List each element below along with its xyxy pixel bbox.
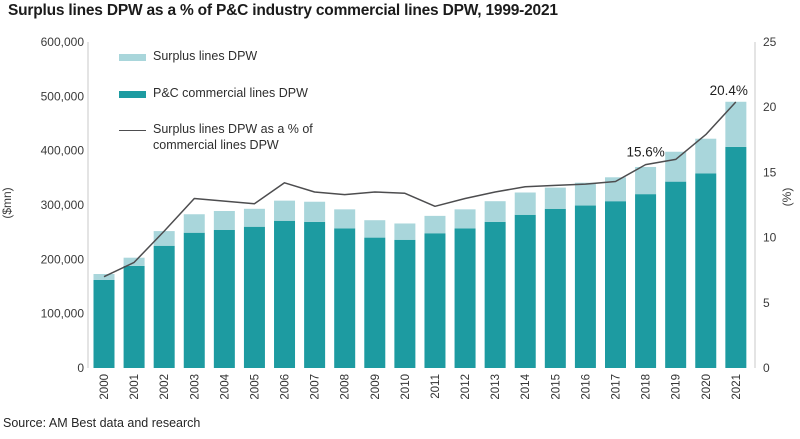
right-axis-tick: 5 bbox=[763, 296, 770, 310]
x-axis-label-2005: 2005 bbox=[249, 374, 261, 400]
bar-segment-surplus-2005 bbox=[243, 208, 265, 227]
legend-label-surplus: Surplus lines DPW bbox=[153, 49, 258, 63]
bar-segment-commercial-2019 bbox=[665, 181, 687, 368]
right-axis-tick: 10 bbox=[763, 231, 777, 245]
bar-segment-surplus-2017 bbox=[605, 177, 626, 202]
source-note: Source: AM Best data and research bbox=[3, 416, 201, 430]
bar-segment-commercial-2021 bbox=[725, 146, 747, 368]
left-axis-unit-label: ($mn) bbox=[0, 187, 14, 218]
bar-segment-commercial-2000 bbox=[93, 279, 115, 368]
x-axis-label-2009: 2009 bbox=[370, 374, 382, 400]
bar-segment-surplus-2013 bbox=[484, 201, 506, 222]
x-axis-label-2000: 2000 bbox=[99, 374, 111, 400]
bar-segment-commercial-2010 bbox=[394, 239, 416, 368]
bar-segment-surplus-2006 bbox=[274, 200, 296, 221]
bar-segment-commercial-2004 bbox=[213, 229, 235, 368]
annotation-2021: 20.4% bbox=[710, 83, 748, 98]
x-axis-label-2015: 2015 bbox=[550, 374, 562, 400]
right-axis-tick: 0 bbox=[763, 361, 770, 375]
legend-item-commercial: P&C commercial lines DPW bbox=[119, 86, 343, 102]
bar-segment-commercial-2009 bbox=[364, 237, 386, 368]
annotation-2018: 15.6% bbox=[626, 145, 664, 160]
bar-segment-commercial-2015 bbox=[544, 208, 566, 368]
x-axis-label-2001: 2001 bbox=[129, 374, 141, 400]
x-axis-label-2021: 2021 bbox=[731, 374, 743, 400]
bar-segment-surplus-2000 bbox=[93, 274, 115, 280]
bar-segment-commercial-2012 bbox=[454, 228, 476, 368]
x-axis-label-2007: 2007 bbox=[310, 374, 322, 400]
x-axis-label-2003: 2003 bbox=[189, 374, 201, 400]
bar-segment-surplus-2014 bbox=[514, 192, 536, 215]
commercial-swatch-icon bbox=[119, 90, 146, 98]
bars-group bbox=[93, 101, 747, 368]
bar-segment-surplus-2004 bbox=[213, 210, 235, 230]
bar-segment-surplus-2010 bbox=[394, 223, 416, 240]
bar-segment-commercial-2011 bbox=[424, 233, 446, 368]
bar-segment-commercial-2002 bbox=[153, 245, 175, 368]
left-axis-tick: 500,000 bbox=[41, 89, 85, 103]
x-axis-label-2012: 2012 bbox=[460, 374, 472, 400]
right-axis-tick: 25 bbox=[763, 35, 777, 49]
bar-segment-surplus-2003 bbox=[183, 214, 205, 233]
ratio-line-swatch-icon bbox=[119, 130, 146, 131]
bar-segment-commercial-2005 bbox=[243, 226, 265, 368]
right-axis-tick: 20 bbox=[763, 100, 777, 114]
right-axis-unit-label: (%) bbox=[780, 188, 794, 207]
bar-segment-surplus-2008 bbox=[334, 209, 356, 229]
chart-title: Surplus lines DPW as a % of P&C industry… bbox=[8, 2, 558, 19]
bar-segment-surplus-2019 bbox=[665, 151, 687, 182]
legend-item-ratio-line: Surplus lines DPW as a % of commercial l… bbox=[119, 122, 343, 153]
legend-item-surplus: Surplus lines DPW bbox=[119, 49, 343, 65]
legend-label-commercial: P&C commercial lines DPW bbox=[153, 85, 308, 100]
bar-segment-commercial-2014 bbox=[514, 214, 536, 368]
x-axis-label-2011: 2011 bbox=[430, 374, 442, 399]
surplus-swatch-icon bbox=[119, 54, 146, 61]
bar-segment-commercial-2020 bbox=[695, 173, 717, 368]
x-axis-label-2002: 2002 bbox=[159, 374, 171, 400]
bar-segment-commercial-2013 bbox=[484, 221, 506, 368]
left-axis-tick: 600,000 bbox=[41, 35, 85, 49]
bar-segment-commercial-2016 bbox=[574, 205, 596, 368]
bar-segment-surplus-2011 bbox=[424, 215, 446, 234]
x-axis-label-2017: 2017 bbox=[611, 374, 623, 400]
bar-segment-surplus-2007 bbox=[304, 201, 326, 222]
x-axis-label-2020: 2020 bbox=[701, 374, 713, 400]
bar-segment-surplus-2002 bbox=[153, 231, 175, 246]
x-axis-label-2016: 2016 bbox=[580, 374, 592, 400]
x-axis-label-2014: 2014 bbox=[520, 373, 532, 399]
bar-segment-surplus-2012 bbox=[454, 209, 476, 229]
x-axis-label-2010: 2010 bbox=[400, 374, 412, 400]
right-axis-tick: 15 bbox=[763, 165, 777, 179]
bar-segment-commercial-2008 bbox=[334, 228, 356, 368]
x-axis-label-2019: 2019 bbox=[671, 374, 683, 400]
left-axis-tick: 100,000 bbox=[41, 307, 85, 321]
bar-segment-surplus-2018 bbox=[635, 166, 657, 195]
left-axis-tick: 200,000 bbox=[41, 252, 85, 266]
ratio-line bbox=[103, 101, 737, 278]
left-axis-tick: 0 bbox=[77, 361, 84, 375]
bar-segment-surplus-2020 bbox=[695, 138, 717, 174]
bar-segment-commercial-2003 bbox=[183, 232, 205, 368]
left-axis-tick: 300,000 bbox=[41, 198, 85, 212]
bar-segment-commercial-2006 bbox=[274, 220, 296, 368]
bar-segment-surplus-2009 bbox=[364, 220, 386, 238]
x-axis-label-2008: 2008 bbox=[340, 374, 352, 400]
x-axis-label-2004: 2004 bbox=[219, 373, 231, 399]
bar-segment-commercial-2018 bbox=[635, 194, 657, 368]
bar-segment-surplus-2015 bbox=[544, 187, 566, 209]
bar-segment-surplus-2016 bbox=[574, 182, 596, 206]
bar-segment-commercial-2007 bbox=[304, 221, 326, 368]
bar-segment-commercial-2017 bbox=[605, 201, 626, 368]
left-axis-tick: 400,000 bbox=[41, 144, 85, 158]
x-axis-label-2018: 2018 bbox=[641, 374, 653, 400]
bar-segment-surplus-2021 bbox=[725, 101, 747, 147]
legend-label-ratio-line: Surplus lines DPW as a % of commercial l… bbox=[153, 122, 313, 152]
bar-segment-commercial-2001 bbox=[123, 265, 145, 368]
x-axis-label-2013: 2013 bbox=[490, 374, 502, 400]
x-axis-label-2006: 2006 bbox=[280, 374, 292, 400]
chart-legend: Surplus lines DPW P&C commercial lines D… bbox=[119, 49, 343, 174]
